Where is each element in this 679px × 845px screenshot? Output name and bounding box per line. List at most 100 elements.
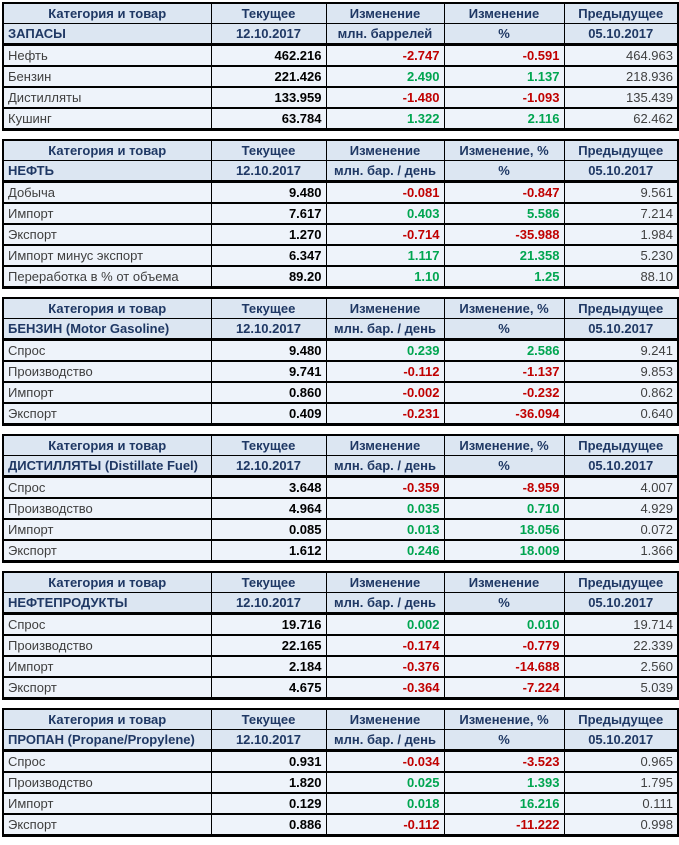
change-value: 0.403 bbox=[325, 202, 445, 225]
change-value: 1.117 bbox=[325, 244, 445, 267]
current-date-cell: 12.10.2017 bbox=[210, 318, 327, 340]
unit-label-cell: млн. бар. / день bbox=[325, 318, 445, 340]
row-label: Производство bbox=[2, 634, 212, 657]
change-pct-header-cell: Изменение, % bbox=[443, 434, 565, 456]
current-header-cell: Текущее bbox=[210, 297, 327, 319]
row-label: Производство bbox=[2, 360, 212, 383]
previous-value: 22.339 bbox=[563, 634, 679, 657]
previous-value: 1.984 bbox=[563, 223, 679, 246]
current-value: 0.886 bbox=[210, 813, 327, 836]
current-date-cell: 12.10.2017 bbox=[210, 729, 327, 751]
previous-header-cell: Предыдущее bbox=[563, 2, 679, 24]
current-value: 19.716 bbox=[210, 612, 327, 636]
change-value: -0.081 bbox=[325, 180, 445, 204]
change-pct-value: -11.222 bbox=[443, 813, 565, 836]
previous-date-cell: 05.10.2017 bbox=[563, 23, 679, 45]
change-pct-value: 1.393 bbox=[443, 771, 565, 794]
row-label: Импорт bbox=[2, 202, 212, 225]
row-label: Экспорт bbox=[2, 813, 212, 836]
change-pct-value: -36.094 bbox=[443, 402, 565, 425]
row-label: Импорт bbox=[2, 518, 212, 541]
change-header-cell: Изменение bbox=[325, 139, 445, 161]
change-value: -2.747 bbox=[325, 43, 445, 67]
change-header-cell: Изменение bbox=[325, 2, 445, 24]
previous-date-cell: 05.10.2017 bbox=[563, 160, 679, 182]
current-value: 9.480 bbox=[210, 180, 327, 204]
change-pct-value: 18.009 bbox=[443, 539, 565, 562]
previous-value: 0.111 bbox=[563, 792, 679, 815]
row-label: Бензин bbox=[2, 65, 212, 88]
data-table-propan: Категория и товар Текущее Изменение Изменен… bbox=[2, 708, 679, 837]
previous-value: 7.214 bbox=[563, 202, 679, 225]
row-label: Спрос bbox=[2, 475, 212, 499]
change-pct-header-cell: Изменение, % bbox=[443, 297, 565, 319]
table-title-cell: ЗАПАСЫ bbox=[2, 23, 212, 45]
change-pct-value: -1.137 bbox=[443, 360, 565, 383]
current-header-cell: Текущее bbox=[210, 434, 327, 456]
percent-label-cell: % bbox=[443, 729, 565, 751]
change-pct-value: 18.056 bbox=[443, 518, 565, 541]
change-pct-value: 1.137 bbox=[443, 65, 565, 88]
current-value: 1.270 bbox=[210, 223, 327, 246]
change-pct-value: 0.710 bbox=[443, 497, 565, 520]
previous-value: 218.936 bbox=[563, 65, 679, 88]
previous-value: 5.230 bbox=[563, 244, 679, 267]
change-value: -1.480 bbox=[325, 86, 445, 109]
change-value: 0.035 bbox=[325, 497, 445, 520]
change-value: 0.013 bbox=[325, 518, 445, 541]
data-table-distillyaty: Категория и товар Текущее Изменение Изменен… bbox=[2, 434, 679, 563]
change-pct-value: 2.116 bbox=[443, 107, 565, 130]
previous-header-cell: Предыдущее bbox=[563, 708, 679, 730]
change-pct-value: -35.988 bbox=[443, 223, 565, 246]
row-label: Производство bbox=[2, 497, 212, 520]
category-header-cell: Категория и товар bbox=[2, 139, 212, 161]
previous-value: 1.366 bbox=[563, 539, 679, 562]
table-title-cell: НЕФТЕПРОДУКТЫ bbox=[2, 592, 212, 614]
current-value: 7.617 bbox=[210, 202, 327, 225]
change-value: 1.322 bbox=[325, 107, 445, 130]
row-label: Экспорт bbox=[2, 539, 212, 562]
change-value: -0.034 bbox=[325, 749, 445, 773]
previous-value: 9.241 bbox=[563, 338, 679, 362]
previous-value: 0.965 bbox=[563, 749, 679, 773]
unit-label-cell: млн. бар. / день bbox=[325, 592, 445, 614]
change-pct-value: -1.093 bbox=[443, 86, 565, 109]
current-value: 4.675 bbox=[210, 676, 327, 699]
row-label: Экспорт bbox=[2, 676, 212, 699]
percent-label-cell: % bbox=[443, 592, 565, 614]
data-table-benzin: Категория и товар Текущее Изменение Изменен… bbox=[2, 297, 679, 426]
current-value: 2.184 bbox=[210, 655, 327, 678]
row-label: Дистилляты bbox=[2, 86, 212, 109]
previous-value: 2.560 bbox=[563, 655, 679, 678]
category-header-cell: Категория и товар bbox=[2, 2, 212, 24]
previous-value: 0.862 bbox=[563, 381, 679, 404]
row-label: Экспорт bbox=[2, 402, 212, 425]
row-label: Спрос bbox=[2, 338, 212, 362]
data-table-zapasy: Категория и товар Текущее Изменение Изменен… bbox=[2, 2, 679, 131]
row-label: Производство bbox=[2, 771, 212, 794]
current-value: 0.129 bbox=[210, 792, 327, 815]
current-header-cell: Текущее bbox=[210, 571, 327, 593]
table-title-cell: НЕФТЬ bbox=[2, 160, 212, 182]
row-label: Импорт bbox=[2, 381, 212, 404]
previous-value: 0.998 bbox=[563, 813, 679, 836]
change-value: -0.112 bbox=[325, 360, 445, 383]
change-value: 2.490 bbox=[325, 65, 445, 88]
percent-label-cell: % bbox=[443, 455, 565, 477]
current-date-cell: 12.10.2017 bbox=[210, 23, 327, 45]
previous-value: 4.007 bbox=[563, 475, 679, 499]
unit-label-cell: млн. баррелей bbox=[325, 23, 445, 45]
change-value: -0.231 bbox=[325, 402, 445, 425]
change-value: -0.364 bbox=[325, 676, 445, 699]
change-pct-value: -14.688 bbox=[443, 655, 565, 678]
previous-value: 5.039 bbox=[563, 676, 679, 699]
previous-date-cell: 05.10.2017 bbox=[563, 729, 679, 751]
previous-date-cell: 05.10.2017 bbox=[563, 318, 679, 340]
change-header-cell: Изменение bbox=[325, 297, 445, 319]
current-value: 3.648 bbox=[210, 475, 327, 499]
current-value: 9.480 bbox=[210, 338, 327, 362]
previous-value: 464.963 bbox=[563, 43, 679, 67]
current-value: 4.964 bbox=[210, 497, 327, 520]
current-header-cell: Текущее bbox=[210, 2, 327, 24]
percent-label-cell: % bbox=[443, 23, 565, 45]
